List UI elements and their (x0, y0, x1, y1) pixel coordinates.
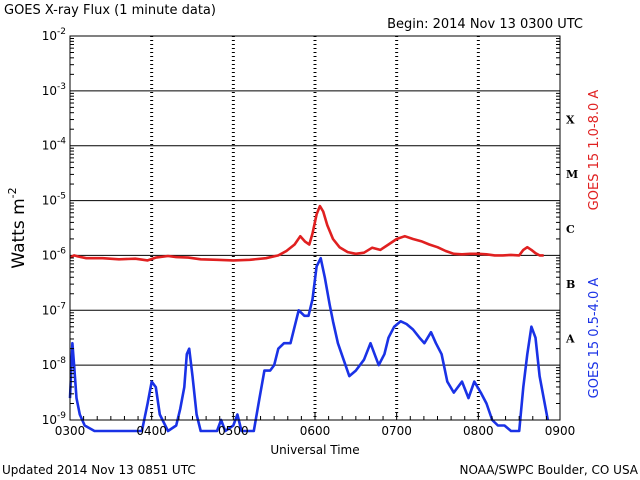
x-tick-label: 0300 (55, 424, 86, 438)
y-axis-label-group: Watts m-2 (6, 187, 29, 268)
chart-title: GOES X-ray Flux (1 minute data) (4, 3, 216, 18)
data-series (68, 204, 550, 433)
credit-text: NOAA/SWPC Boulder, CO USA (460, 463, 639, 477)
legend-short-channel: GOES 15 0.5-4.0 A (587, 278, 602, 399)
y-tick-exponent: -3 (57, 82, 66, 92)
legend: GOES 15 1.0-8.0 A GOES 15 0.5-4.0 A (587, 90, 602, 399)
y-tick-label: 10-5 (42, 192, 66, 208)
flare-class-label: A (565, 333, 575, 346)
y-tick-base: 10 (42, 413, 57, 427)
y-tick-base: 10 (42, 358, 57, 372)
y-tick-base: 10 (42, 248, 57, 262)
flare-class-label: C (566, 223, 575, 236)
x-axis-ticks: 0300 0400 0500 0600 0700 0800 0900 (55, 412, 576, 438)
y-axis-ticks: 10-910-810-710-610-510-410-310-2 (42, 27, 560, 427)
x-tick-label: 0900 (545, 424, 576, 438)
y-tick-base: 10 (42, 139, 57, 153)
x-tick-label: 0500 (218, 424, 249, 438)
y-tick-exponent: -9 (57, 411, 66, 421)
flare-class-label: M (566, 168, 578, 181)
y-axis-label: Watts m-2 (6, 187, 29, 268)
x-axis-label: Universal Time (270, 443, 359, 457)
x-tick-label: 0600 (300, 424, 331, 438)
y-tick-exponent: -7 (57, 301, 66, 311)
flare-class-label: B (566, 278, 575, 291)
y-tick-label: 10-4 (42, 137, 67, 153)
y-tick-base: 10 (42, 303, 57, 317)
flare-class-label: X (566, 113, 575, 126)
y-tick-base: 10 (42, 29, 57, 43)
y-tick-base: 10 (42, 84, 57, 98)
flare-class-labels: A B C M X (565, 113, 578, 345)
y-tick-exponent: -4 (57, 137, 66, 147)
legend-long-channel: GOES 15 1.0-8.0 A (587, 90, 602, 211)
y-tick-exponent: -8 (57, 356, 66, 366)
x-tick-label: 0400 (136, 424, 167, 438)
y-tick-base: 10 (42, 194, 57, 208)
y-tick-exponent: -5 (57, 192, 66, 202)
y-tick-label: 10-6 (42, 246, 67, 262)
y-tick-label: 10-9 (42, 411, 67, 427)
series-line-short-channel (68, 256, 550, 433)
updated-timestamp: Updated 2014 Nov 13 0851 UTC (2, 463, 196, 477)
begin-date: Begin: 2014 Nov 13 0300 UTC (387, 17, 583, 32)
series-line-long-channel (69, 204, 544, 262)
y-tick-exponent: -2 (57, 27, 66, 37)
y-axis-label-exponent: -2 (6, 187, 19, 198)
y-axis-label-text: Watts m (9, 198, 29, 268)
x-tick-label: 0800 (463, 424, 494, 438)
y-tick-label: 10-3 (42, 82, 66, 98)
y-tick-exponent: -6 (57, 246, 66, 256)
y-tick-label: 10-8 (42, 356, 67, 372)
x-tick-label: 0700 (381, 424, 412, 438)
y-tick-label: 10-7 (42, 301, 66, 317)
y-tick-label: 10-2 (42, 27, 66, 43)
